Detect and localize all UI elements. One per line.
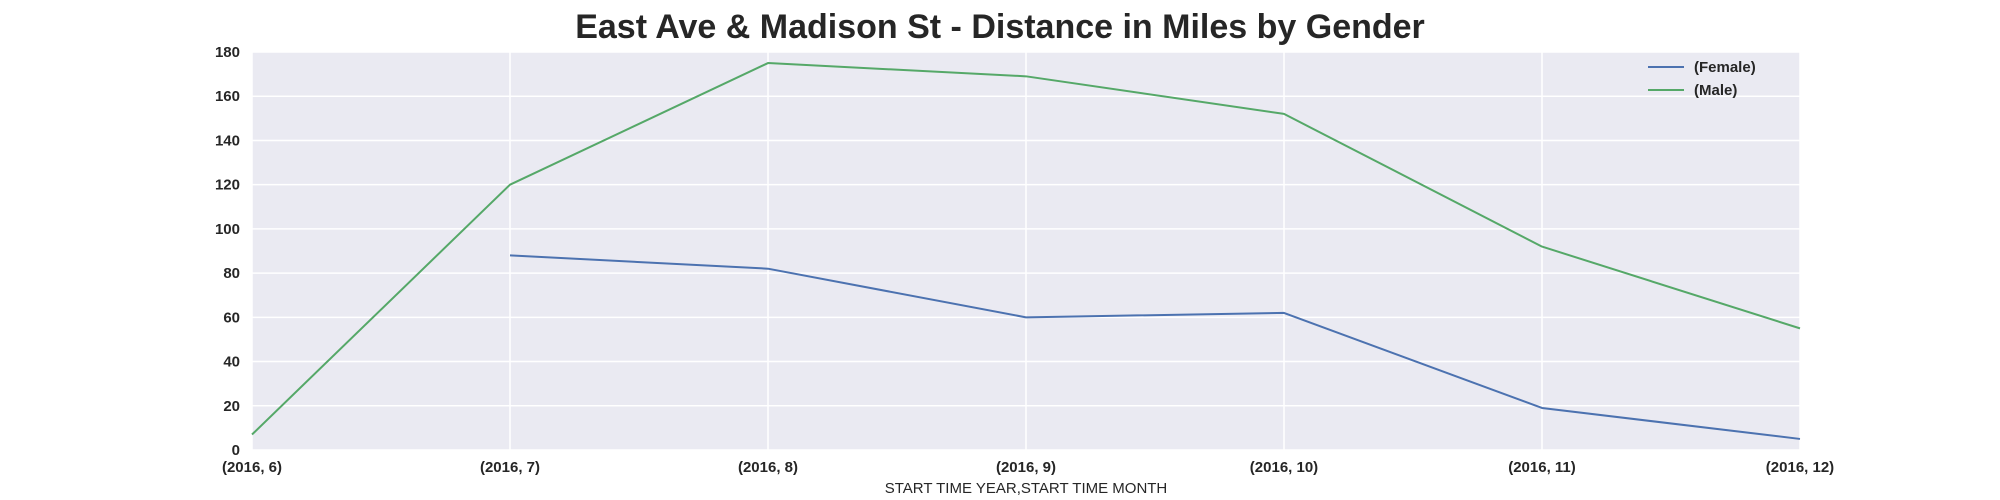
x-tick-label: (2016, 7) (480, 459, 540, 476)
y-axis-ticks: 0 20 40 60 80 100 120 140 160 180 (215, 44, 240, 459)
x-tick-label: (2016, 12) (1766, 459, 1834, 476)
grid-lines (251, 51, 1801, 451)
x-tick-label: (2016, 6) (222, 459, 282, 476)
y-tick-label: 100 (215, 221, 240, 238)
series-lines (251, 62, 1801, 440)
legend-label: (Female) (1694, 59, 1756, 76)
legend: (Female) (Male) (1648, 59, 1756, 99)
y-tick-label: 0 (232, 442, 240, 459)
series-line (509, 254, 1801, 440)
y-tick-label: 60 (223, 309, 240, 326)
y-tick-label: 120 (215, 177, 240, 194)
y-tick-label: 180 (215, 44, 240, 61)
x-tick-label: (2016, 8) (738, 459, 798, 476)
x-tick-label: (2016, 9) (996, 459, 1056, 476)
x-axis-label: START TIME YEAR,START TIME MONTH (885, 480, 1168, 497)
y-tick-label: 160 (215, 88, 240, 105)
x-tick-label: (2016, 10) (1250, 459, 1318, 476)
y-tick-label: 40 (223, 354, 240, 371)
y-tick-label: 140 (215, 132, 240, 149)
series-line (251, 62, 1801, 436)
legend-label: (Male) (1694, 82, 1737, 99)
x-axis-ticks: (2016, 6) (2016, 7) (2016, 8) (2016, 9) (201… (222, 459, 1834, 476)
chart-title: East Ave & Madison St - Distance in Mile… (575, 8, 1425, 46)
y-tick-label: 20 (223, 398, 240, 415)
y-tick-label: 80 (223, 265, 240, 282)
x-tick-label: (2016, 11) (1508, 459, 1576, 476)
